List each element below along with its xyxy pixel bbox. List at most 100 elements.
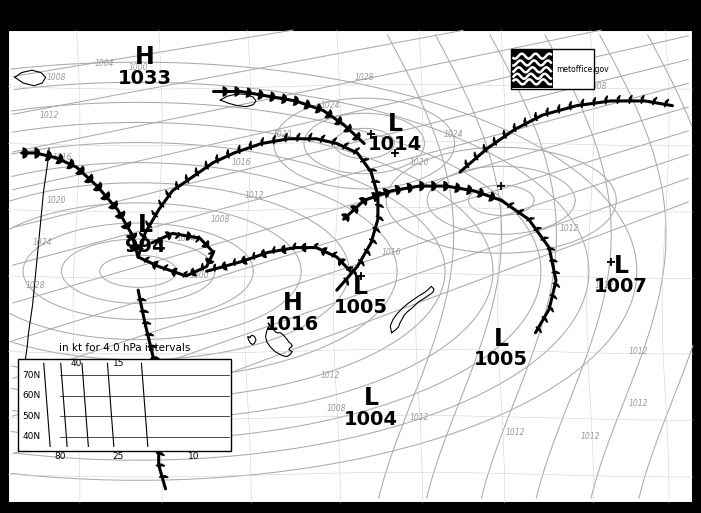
Text: L: L xyxy=(364,386,379,410)
Polygon shape xyxy=(261,249,267,258)
Text: 1012: 1012 xyxy=(245,191,264,200)
Polygon shape xyxy=(214,264,215,271)
Polygon shape xyxy=(373,227,380,232)
Polygon shape xyxy=(257,89,264,100)
Polygon shape xyxy=(360,159,369,162)
Polygon shape xyxy=(108,200,118,209)
Polygon shape xyxy=(216,154,218,164)
Polygon shape xyxy=(146,221,151,227)
Text: 1008: 1008 xyxy=(327,404,346,413)
Polygon shape xyxy=(222,86,228,96)
Text: 1020: 1020 xyxy=(46,196,66,205)
Polygon shape xyxy=(466,185,472,195)
Text: H: H xyxy=(283,291,302,315)
Polygon shape xyxy=(547,248,555,250)
Polygon shape xyxy=(75,165,85,175)
Polygon shape xyxy=(618,95,620,104)
Polygon shape xyxy=(142,322,151,324)
Polygon shape xyxy=(186,231,191,241)
Polygon shape xyxy=(22,147,28,159)
Polygon shape xyxy=(369,239,376,244)
Polygon shape xyxy=(273,135,275,144)
Polygon shape xyxy=(629,95,632,104)
Polygon shape xyxy=(126,232,137,240)
Text: 1008: 1008 xyxy=(210,215,230,224)
Polygon shape xyxy=(477,188,484,198)
Polygon shape xyxy=(374,192,383,194)
Text: H: H xyxy=(135,46,155,69)
Polygon shape xyxy=(641,95,644,104)
Polygon shape xyxy=(145,333,154,336)
Polygon shape xyxy=(353,148,360,154)
Text: 1012: 1012 xyxy=(320,371,340,380)
Text: 80: 80 xyxy=(55,452,66,462)
Polygon shape xyxy=(665,100,669,107)
Polygon shape xyxy=(273,246,275,254)
Text: 1024: 1024 xyxy=(444,130,463,139)
Polygon shape xyxy=(175,181,179,190)
Polygon shape xyxy=(535,112,537,121)
Polygon shape xyxy=(191,267,197,277)
Polygon shape xyxy=(183,271,187,278)
Polygon shape xyxy=(93,182,102,191)
Polygon shape xyxy=(269,91,275,102)
Bar xyxy=(18,359,231,451)
Polygon shape xyxy=(475,152,478,160)
Polygon shape xyxy=(550,260,557,262)
Polygon shape xyxy=(524,117,526,127)
Text: 1020: 1020 xyxy=(272,130,292,139)
Polygon shape xyxy=(297,133,300,142)
Polygon shape xyxy=(144,257,149,263)
Polygon shape xyxy=(175,232,179,239)
Polygon shape xyxy=(341,213,350,222)
Text: 1016: 1016 xyxy=(53,153,72,162)
Polygon shape xyxy=(233,259,235,266)
Polygon shape xyxy=(332,252,337,258)
Polygon shape xyxy=(371,192,378,202)
Polygon shape xyxy=(130,244,140,251)
Polygon shape xyxy=(158,237,161,245)
Text: 1012: 1012 xyxy=(505,427,524,437)
Polygon shape xyxy=(343,278,348,285)
Polygon shape xyxy=(605,96,608,105)
Polygon shape xyxy=(454,183,461,193)
Polygon shape xyxy=(368,169,376,171)
Text: 1012: 1012 xyxy=(594,281,613,290)
Text: 1005: 1005 xyxy=(334,299,388,318)
Polygon shape xyxy=(159,200,164,207)
Polygon shape xyxy=(137,299,146,301)
Polygon shape xyxy=(526,218,534,221)
Polygon shape xyxy=(358,260,364,266)
Polygon shape xyxy=(235,86,240,96)
Text: 1016: 1016 xyxy=(382,248,402,257)
Polygon shape xyxy=(484,144,487,152)
Text: 1004: 1004 xyxy=(177,233,196,243)
Text: 1012: 1012 xyxy=(580,432,600,441)
Text: 1024: 1024 xyxy=(320,101,340,110)
Text: 1020: 1020 xyxy=(409,158,429,167)
Polygon shape xyxy=(238,145,240,154)
Text: 60N: 60N xyxy=(22,391,40,400)
Polygon shape xyxy=(558,105,559,113)
Text: 1008: 1008 xyxy=(587,82,607,91)
Polygon shape xyxy=(533,227,541,230)
Polygon shape xyxy=(517,210,524,214)
Text: L: L xyxy=(613,253,629,278)
Polygon shape xyxy=(315,103,322,113)
Polygon shape xyxy=(55,153,63,164)
Polygon shape xyxy=(163,265,168,271)
Polygon shape xyxy=(136,244,144,249)
Polygon shape xyxy=(371,181,380,182)
Text: 1000: 1000 xyxy=(128,63,148,72)
Polygon shape xyxy=(325,109,332,119)
Polygon shape xyxy=(186,174,189,183)
Polygon shape xyxy=(465,160,469,168)
Polygon shape xyxy=(320,135,325,143)
Polygon shape xyxy=(653,97,657,105)
Polygon shape xyxy=(34,147,40,159)
Polygon shape xyxy=(407,183,413,193)
Polygon shape xyxy=(352,269,356,277)
Polygon shape xyxy=(201,240,210,248)
Polygon shape xyxy=(343,143,349,149)
Text: 10: 10 xyxy=(188,452,199,462)
